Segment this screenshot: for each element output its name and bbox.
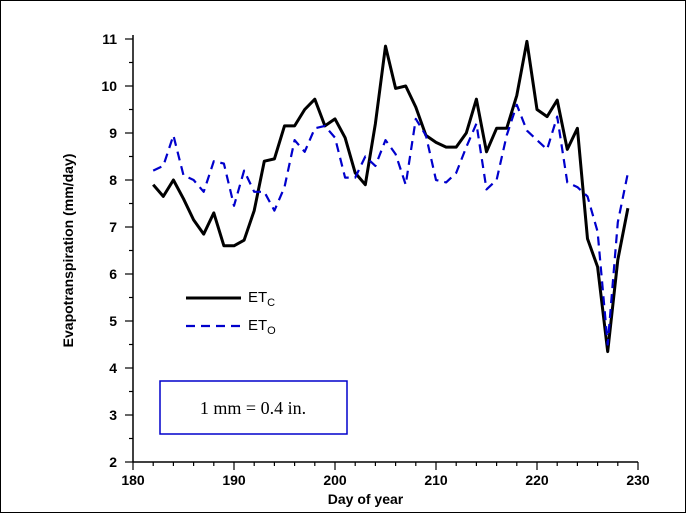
conversion-note: 1 mm = 0.4 in. (159, 380, 348, 435)
x-tick-label: 230 (626, 472, 650, 488)
x-tick-label: 210 (424, 472, 448, 488)
legend: ETC ETO (186, 289, 276, 337)
x-tick-label: 200 (323, 472, 347, 488)
conversion-note-text: 1 mm = 0.4 in. (200, 398, 306, 418)
conversion-note-box (159, 380, 348, 435)
y-axis-title: Evapotranspiration (mm/day) (60, 154, 76, 348)
y-tick-label: 2 (109, 454, 117, 470)
legend-label-etc: ETC (248, 289, 275, 309)
x-axis-title: Day of year (328, 491, 404, 507)
legend-label-eto: ETO (248, 317, 276, 337)
y-tick-label: 9 (109, 125, 117, 141)
y-tick-label: 11 (102, 31, 117, 47)
y-tick-label: 10 (101, 78, 117, 94)
y-tick-label: 6 (109, 266, 117, 282)
x-tick-label: 180 (121, 472, 145, 488)
series-line-etc (152, 39, 630, 354)
y-tick-label: 3 (109, 407, 117, 423)
y-tick-label: 7 (109, 219, 117, 235)
y-tick-label: 8 (109, 172, 117, 188)
legend-label-etc-sub: C (267, 297, 275, 309)
y-tick-label: 4 (109, 360, 117, 376)
x-tick-label: 220 (525, 472, 549, 488)
series-layer (152, 39, 630, 354)
legend-label-etc-main: ET (248, 289, 267, 306)
axes: 2 3 4 5 6 7 8 9 10 11 180 190 200 210 220 230 (101, 31, 649, 488)
legend-label-eto-sub: O (267, 325, 276, 337)
series-line-eto (152, 103, 629, 346)
x-tick-label: 190 (222, 472, 246, 488)
legend-label-eto-main: ET (248, 317, 267, 334)
y-tick-label: 5 (109, 313, 117, 329)
